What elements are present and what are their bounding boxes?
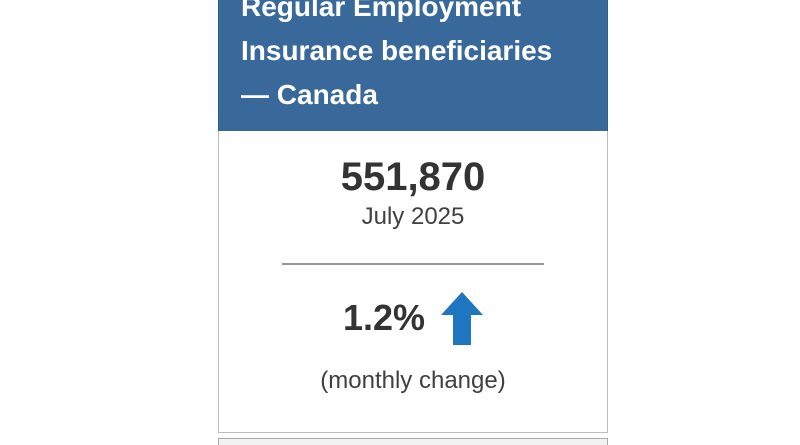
indicator-card[interactable]: Regular Employment Insurance beneficiari… [218,0,608,433]
divider [282,263,544,265]
change-value: 1.2% [342,297,426,338]
card-title: Regular Employment Insurance beneficiari… [218,0,608,131]
indicator-value: 551,870 [340,155,486,199]
card-body: 551,870 July 2025 1.2% (monthly change) [218,131,608,433]
change-row: 1.2% [219,291,607,345]
next-card-top-edge [218,438,608,445]
up-arrow-icon [441,291,484,345]
indicator-period: July 2025 [361,203,465,230]
change-label: (monthly change) [320,367,506,394]
